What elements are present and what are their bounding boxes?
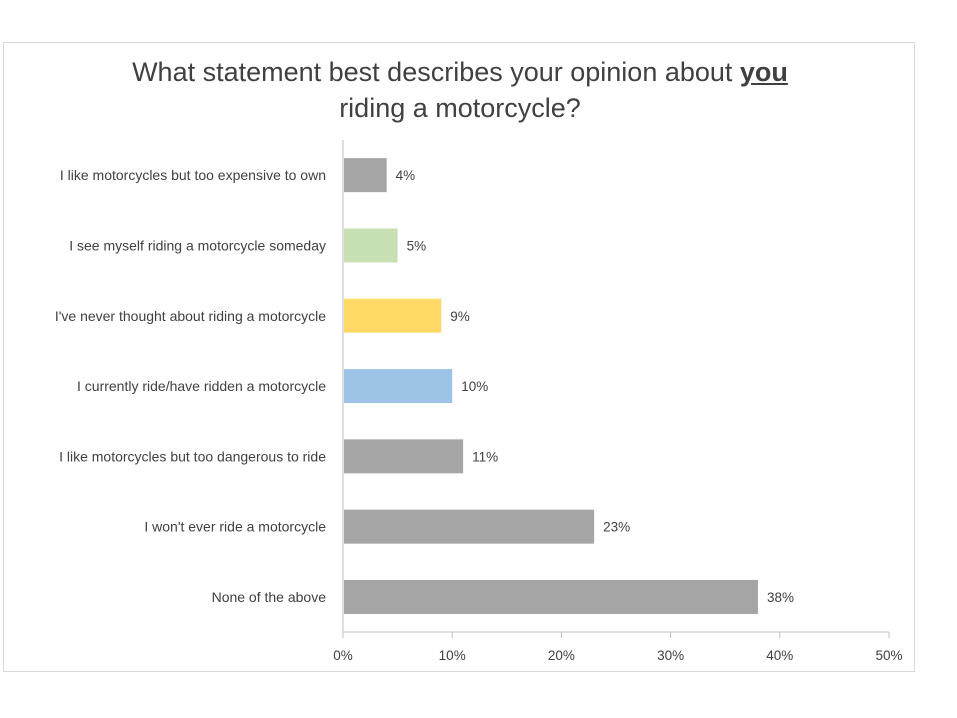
x-tick-label: 10% — [439, 648, 466, 663]
x-tick-label: 50% — [875, 648, 902, 663]
bar — [344, 298, 442, 333]
category-label: I like motorcycles but too expensive to … — [60, 167, 326, 183]
bar — [344, 228, 398, 263]
chart-frame — [3, 42, 915, 672]
chart-title: What statement best describes your opini… — [0, 54, 920, 126]
x-tick-label: 0% — [333, 648, 353, 663]
bar — [344, 158, 387, 193]
bar — [344, 439, 464, 474]
category-label: None of the above — [212, 589, 327, 605]
data-label: 23% — [603, 520, 630, 535]
category-label: I won't ever ride a motorcycle — [144, 519, 326, 535]
data-label: 10% — [461, 379, 488, 394]
bar — [344, 369, 453, 404]
data-label: 11% — [472, 449, 498, 464]
chart-title-line-2: riding a motorcycle? — [339, 93, 581, 123]
category-label: I've never thought about riding a motorc… — [55, 308, 326, 324]
category-label: I currently ride/have ridden a motorcycl… — [77, 378, 326, 394]
x-tick-label: 40% — [766, 648, 793, 663]
data-label: 5% — [407, 238, 427, 253]
x-tick-label: 30% — [657, 648, 684, 663]
chart-title-emphasis: you — [739, 57, 788, 87]
chart-title-prefix: What statement best describes your opini… — [132, 57, 740, 87]
data-label: 9% — [450, 309, 470, 324]
data-label: 4% — [396, 168, 416, 183]
chart-title-line-1: What statement best describes your opini… — [0, 54, 920, 90]
x-tick-label: 20% — [548, 648, 575, 663]
bar — [344, 509, 595, 544]
category-label: I like motorcycles but too dangerous to … — [59, 448, 326, 464]
bar — [344, 579, 758, 614]
data-label: 38% — [767, 590, 794, 605]
category-label: I see myself riding a motorcycle someday — [69, 237, 326, 253]
